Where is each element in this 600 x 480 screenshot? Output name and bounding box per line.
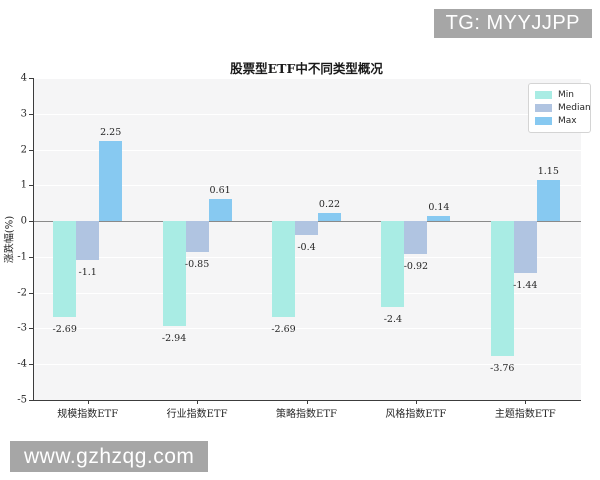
grid-line <box>34 364 581 366</box>
bar-median <box>76 221 100 261</box>
watermark-url-badge: www.gzhzqg.com <box>10 441 209 472</box>
chart-title: 股票型ETF中不同类型概况 <box>230 61 383 76</box>
y-tick-mark <box>29 400 33 401</box>
y-axis-label: 涨跌幅(%) <box>4 215 16 264</box>
x-tick-mark <box>525 400 527 404</box>
bar-label: -0.85 <box>184 258 210 270</box>
x-tick-mark <box>87 400 89 404</box>
grid-line <box>34 185 581 187</box>
legend-label: Median <box>558 102 591 113</box>
bar-label: 0.22 <box>318 199 341 211</box>
bar-label: -2.94 <box>161 333 187 345</box>
x-tick-mark <box>415 400 417 404</box>
bar-label: 1.15 <box>537 165 559 177</box>
bar-label: -0.92 <box>403 261 429 273</box>
bar-min <box>162 221 186 327</box>
y-tick-label: 4 <box>20 72 27 84</box>
bar-min <box>381 221 405 307</box>
bar-label: -1.44 <box>513 279 538 291</box>
legend-swatch-icon <box>535 117 552 125</box>
grid-line <box>34 149 581 151</box>
bar-median <box>185 221 209 252</box>
legend-swatch-icon <box>535 104 552 112</box>
grid-line <box>34 78 581 79</box>
bar-label: 0.14 <box>428 202 450 214</box>
y-tick-mark <box>29 78 33 79</box>
x-tick-label: 主题指数ETF <box>494 409 556 420</box>
bar-max <box>99 140 123 222</box>
y-tick-mark <box>29 364 33 366</box>
grid-line <box>34 113 581 115</box>
y-tick-mark <box>29 292 33 294</box>
bar-label: -2.69 <box>271 324 296 336</box>
legend-item-median: Median <box>535 102 591 114</box>
y-tick-mark <box>29 328 33 330</box>
x-tick-label: 行业指数ETF <box>166 409 228 420</box>
x-tick-label: 策略指数ETF <box>276 409 337 420</box>
bar-label: -2.69 <box>52 324 77 336</box>
grid-line <box>34 328 581 330</box>
bar-median <box>295 221 318 236</box>
legend-label: Max <box>558 115 577 126</box>
grid-line <box>34 256 581 258</box>
bar-max <box>536 179 560 222</box>
bar-min <box>53 221 77 318</box>
grid-line <box>34 292 581 294</box>
bar-max <box>427 216 451 222</box>
y-tick-label: -4 <box>17 358 27 370</box>
y-tick-label: -5 <box>17 394 27 406</box>
legend-item-max: Max <box>535 115 584 127</box>
y-tick-label: -3 <box>17 322 27 334</box>
bar-label: 0.61 <box>209 185 231 197</box>
y-tick-label: 3 <box>20 108 27 120</box>
y-tick-label: -2 <box>17 287 27 299</box>
y-tick-mark <box>29 113 33 115</box>
y-tick-mark <box>29 185 33 187</box>
bar-min <box>272 221 295 318</box>
x-tick-mark <box>197 400 199 404</box>
legend-label: Min <box>558 89 574 100</box>
bar-max <box>208 199 232 222</box>
legend-item-min: Min <box>535 89 584 101</box>
x-tick-label: 风格指数ETF <box>385 409 447 420</box>
y-tick-label: -1 <box>17 251 27 263</box>
bar-max <box>318 213 341 222</box>
bar-label: 2.25 <box>100 126 122 138</box>
y-tick-label: 1 <box>20 179 27 191</box>
watermark-telegram-badge: TG: MYYJJPP <box>433 9 592 38</box>
y-tick-mark <box>29 256 33 258</box>
y-tick-mark <box>29 149 33 151</box>
x-tick-mark <box>306 400 308 404</box>
bar-label: -2.4 <box>383 313 403 325</box>
y-tick-label: 2 <box>20 144 27 156</box>
bar-label: -3.76 <box>490 362 515 374</box>
x-tick-label: 规模指数ETF <box>57 409 119 420</box>
bar-median <box>404 221 428 255</box>
legend: Min Median Max <box>528 83 591 133</box>
bar-label: -1.1 <box>78 267 97 279</box>
bar-min <box>490 221 514 356</box>
y-tick-label: 0 <box>20 215 27 227</box>
bar-label: -0.4 <box>297 242 316 254</box>
y-tick-mark <box>29 221 33 223</box>
legend-swatch-icon <box>535 91 552 99</box>
bar-median <box>513 221 537 273</box>
